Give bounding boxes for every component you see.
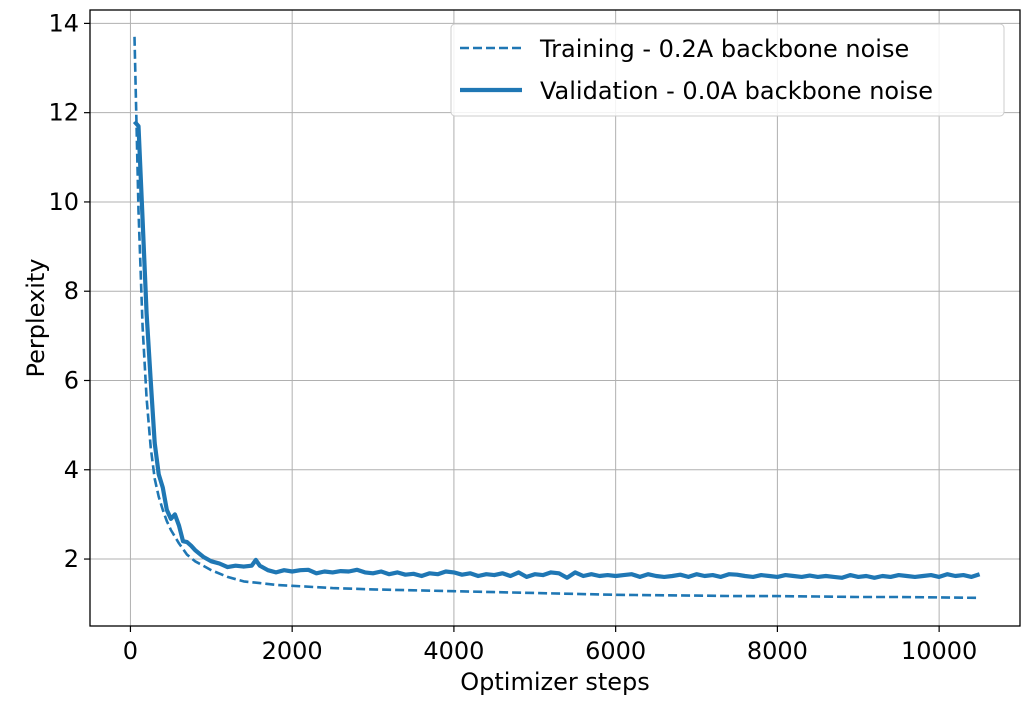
x-axis-label: Optimizer steps xyxy=(460,668,650,696)
y-tick-label: 12 xyxy=(48,99,79,127)
y-tick-label: 2 xyxy=(64,545,79,573)
x-tick-label: 6000 xyxy=(585,637,646,665)
series-layer xyxy=(132,36,981,600)
y-tick-label: 4 xyxy=(64,456,79,484)
axis-ticks: 0 2000 4000 6000 8000 10000 2 4 6 8 10 12 14 xyxy=(48,9,977,665)
legend: Training - 0.2A backbone noise Validatio… xyxy=(450,23,1005,117)
legend-label-validation: Validation - 0.0A backbone noise xyxy=(540,77,933,105)
y-tick-label: 10 xyxy=(48,188,79,216)
plot-frame xyxy=(89,9,1021,627)
y-tick-label: 6 xyxy=(64,366,79,394)
legend-box xyxy=(450,23,1005,117)
x-tick-label: 4000 xyxy=(423,637,484,665)
x-tick-label: 10000 xyxy=(901,637,977,665)
validation-series-line xyxy=(132,120,981,580)
training-series-line xyxy=(133,36,980,600)
y-tick-label: 8 xyxy=(64,277,79,305)
x-tick-label: 0 xyxy=(123,637,138,665)
legend-label-training: Training - 0.2A backbone noise xyxy=(539,35,909,63)
y-axis-label: Perplexity xyxy=(22,259,50,378)
x-tick-label: 2000 xyxy=(262,637,323,665)
x-tick-label: 8000 xyxy=(747,637,808,665)
y-tick-label: 14 xyxy=(48,9,79,37)
